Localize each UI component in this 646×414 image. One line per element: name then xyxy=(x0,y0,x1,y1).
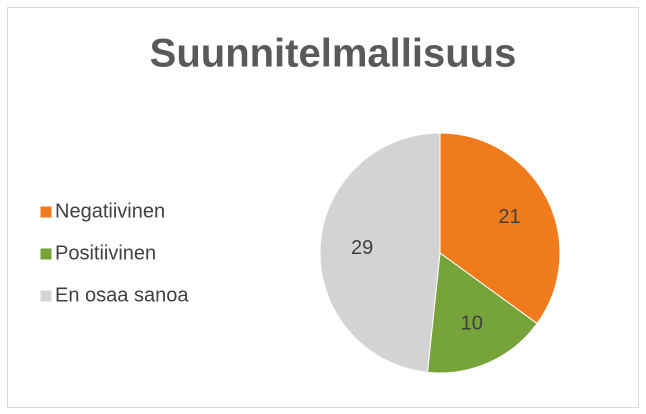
pie-slice xyxy=(319,132,441,373)
pie-slice xyxy=(426,252,538,374)
legend-swatch xyxy=(39,205,53,219)
data-label: 21 xyxy=(498,206,520,228)
data-label: 29 xyxy=(351,237,373,259)
data-label: 10 xyxy=(461,313,483,335)
chart-title: Suunnitelmallisuus xyxy=(150,32,517,76)
legend-swatch xyxy=(39,247,53,261)
legend-swatch xyxy=(39,289,53,303)
legend-label: Positiivinen xyxy=(55,242,156,264)
legend-label: Negatiivinen xyxy=(55,200,165,222)
legend-label: En osaa sanoa xyxy=(55,284,189,306)
pie-slice xyxy=(439,132,561,325)
